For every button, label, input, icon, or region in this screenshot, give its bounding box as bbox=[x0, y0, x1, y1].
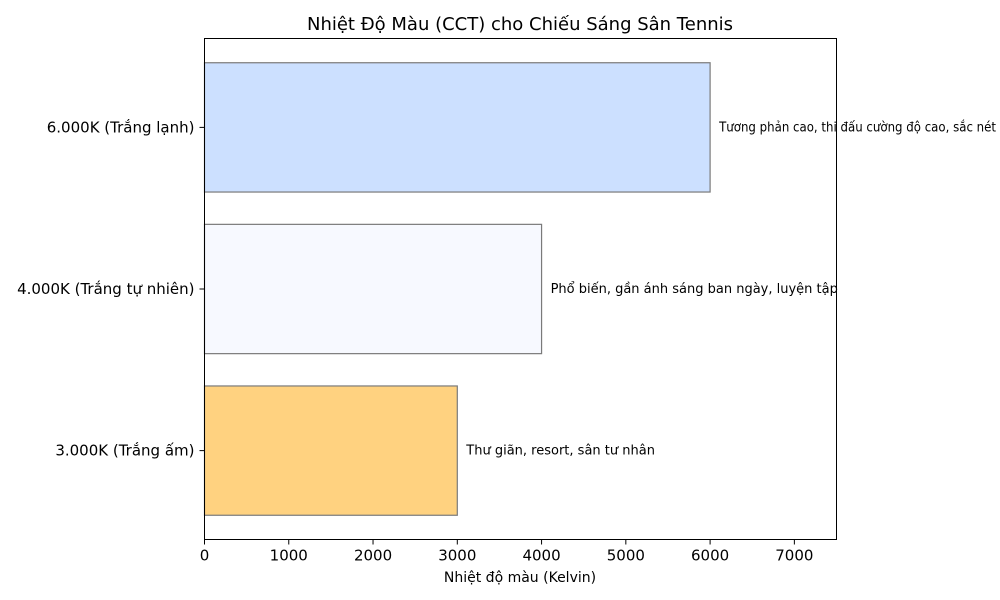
bar-0 bbox=[203, 385, 458, 516]
annotation-2: Tương phản cao, thi đấu cường độ cao, sắ… bbox=[718, 120, 996, 135]
category-label-2: 6.000K (Trắng lạnh) bbox=[47, 118, 195, 136]
annotation-1: Phổ biến, gần ánh sáng ban ngày, luyện t… bbox=[551, 282, 838, 297]
category-labels: 3.000K (Trắng ấm) 4.000K (Trắng tự nhiên)… bbox=[17, 118, 205, 460]
x-tick-label-1: 1000 bbox=[270, 547, 308, 565]
x-tick-label-2: 2000 bbox=[354, 547, 392, 565]
bars-group bbox=[203, 62, 711, 516]
x-tick-label-7: 7000 bbox=[775, 547, 813, 565]
bar-2 bbox=[203, 62, 711, 193]
annotation-0: Thư giãn, resort, sân tư nhân bbox=[465, 444, 655, 459]
x-tick-label-6: 6000 bbox=[691, 547, 729, 565]
plot-frame bbox=[204, 38, 837, 540]
category-label-1: 4.000K (Trắng tự nhiên) bbox=[17, 280, 194, 298]
x-tick-label-4: 4000 bbox=[522, 547, 560, 565]
chart-title: Nhiệt Độ Màu (CCT) cho Chiếu Sáng Sân Te… bbox=[307, 14, 733, 35]
category-label-0: 3.000K (Trắng ấm) bbox=[55, 442, 194, 460]
annotation-labels: Thư giãn, resort, sân tư nhân Phổ biến, g… bbox=[465, 120, 996, 458]
x-tick-label-0: 0 bbox=[200, 547, 210, 565]
x-axis-ticks: 0 1000 2000 3000 4000 5000 6000 7000 bbox=[200, 539, 813, 565]
bar-1 bbox=[203, 223, 543, 355]
x-tick-label-3: 3000 bbox=[438, 547, 476, 565]
x-tick-label-5: 5000 bbox=[607, 547, 645, 565]
x-axis-label: Nhiệt độ màu (Kelvin) bbox=[444, 570, 596, 586]
